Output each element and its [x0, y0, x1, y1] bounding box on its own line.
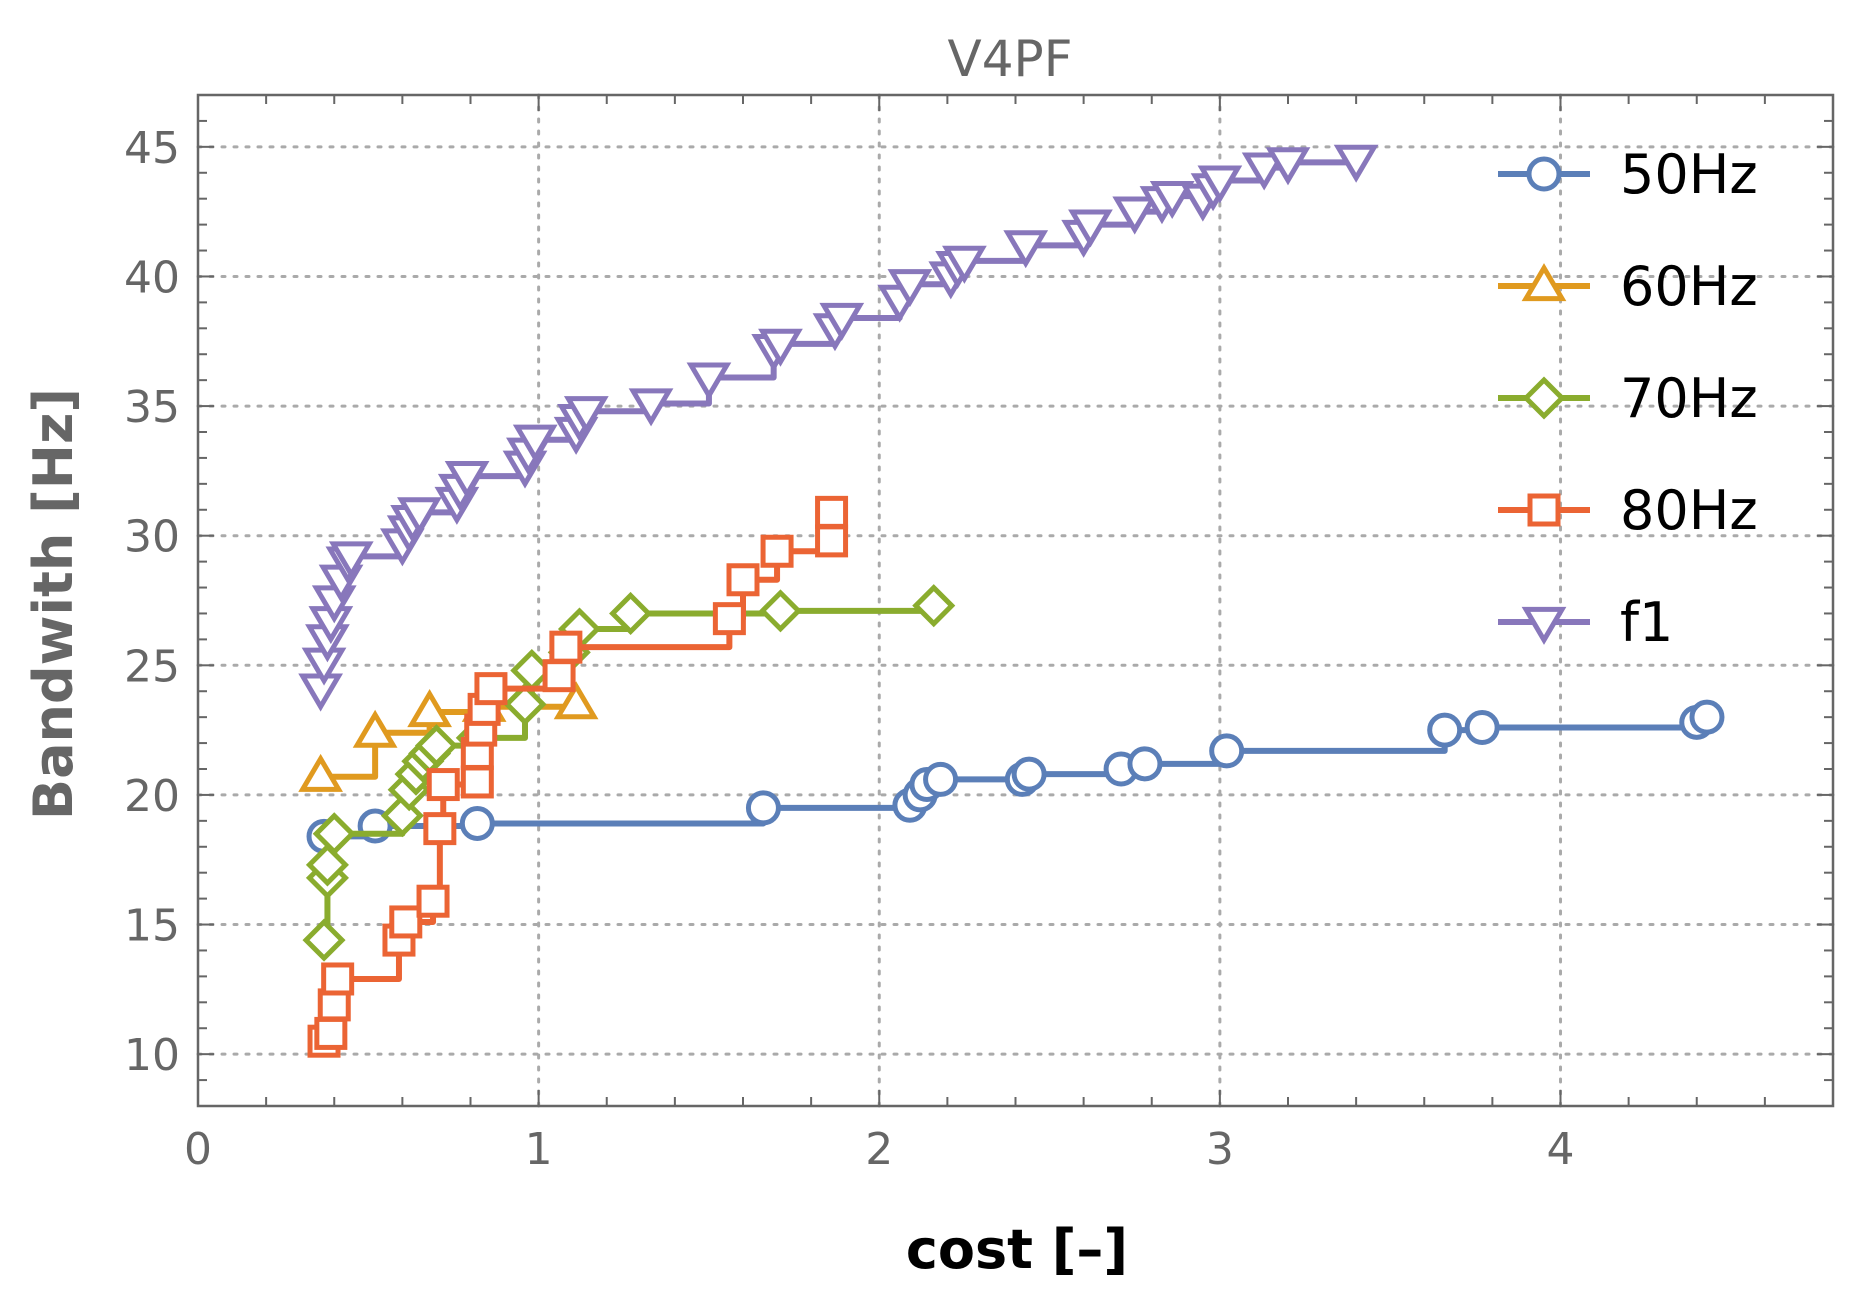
legend-item-50hz: 50Hz	[1498, 143, 1758, 206]
y-tick-label: 45	[124, 123, 180, 174]
data-point-f1	[758, 328, 803, 367]
x-tick-label: 0	[184, 1124, 212, 1175]
data-point-f1	[512, 424, 558, 463]
series-layer	[298, 144, 1725, 1058]
data-point-80hz	[416, 884, 450, 918]
x-tick-label: 1	[525, 1124, 553, 1175]
data-point-80hz	[549, 630, 583, 664]
data-point-f1	[1197, 165, 1243, 204]
x-tick-label: 2	[865, 1124, 893, 1175]
data-point-70hz	[609, 591, 653, 635]
data-point-70hz	[414, 724, 458, 768]
data-point-70hz	[302, 918, 346, 962]
data-point-50hz	[1464, 710, 1500, 746]
data-point-80hz	[321, 962, 355, 996]
y-tick-label: 10	[124, 1030, 180, 1081]
data-point-f1	[328, 541, 374, 580]
y-axis-label: Bandwith [Hz]	[22, 388, 85, 820]
series-50hz	[306, 699, 1725, 854]
data-point-80hz	[314, 1016, 348, 1050]
y-tick-label: 15	[124, 901, 180, 952]
data-point-50hz	[1127, 746, 1163, 782]
data-point-70hz	[312, 812, 356, 856]
chart-title: V4PF	[948, 30, 1073, 88]
data-point-80hz	[542, 659, 576, 693]
data-point-50hz	[459, 805, 495, 841]
legend-label-80hz: 80Hz	[1620, 479, 1758, 542]
x-tick-label: 3	[1206, 1124, 1234, 1175]
data-point-60hz	[298, 753, 343, 792]
y-tick-label: 20	[124, 771, 180, 822]
legend-marker-f1	[1521, 606, 1567, 645]
y-tick-label: 40	[124, 252, 180, 303]
x-axis-label: cost [–]	[906, 1218, 1128, 1281]
data-point-50hz	[1689, 699, 1725, 735]
legend-item-80hz: 80Hz	[1498, 479, 1758, 542]
data-point-70hz	[305, 843, 349, 887]
y-tick-label: 30	[124, 512, 180, 563]
data-point-f1	[397, 497, 442, 536]
axes: 0 1 2 3 4 10 15 20 25 30 35 40 45	[124, 93, 1835, 1175]
series-70hz	[302, 584, 956, 962]
legend-marker-80hz	[1527, 493, 1561, 527]
series-60hz	[298, 681, 599, 792]
legend-marker-60hz	[1521, 263, 1567, 302]
legend-item-70hz: 70Hz	[1498, 367, 1758, 430]
legend-label-50hz: 50Hz	[1620, 143, 1758, 206]
data-point-60hz	[407, 689, 452, 728]
legend-label-70hz: 70Hz	[1620, 367, 1758, 430]
legend: 50Hz 60Hz 70Hz 80Hz f1	[1498, 143, 1758, 654]
series-f1	[298, 144, 1379, 712]
legend-marker-50hz	[1526, 156, 1562, 192]
data-point-80hz	[317, 988, 351, 1022]
legend-item-f1: f1	[1498, 591, 1673, 654]
data-point-80hz	[712, 602, 746, 636]
data-point-70hz	[912, 584, 956, 628]
data-point-80hz	[726, 563, 760, 597]
data-point-50hz	[1427, 712, 1463, 748]
data-point-f1	[563, 396, 609, 435]
data-point-f1	[686, 362, 732, 401]
data-point-f1	[1003, 230, 1049, 269]
data-point-f1	[887, 269, 933, 308]
y-tick-label: 35	[124, 382, 180, 433]
data-point-f1	[444, 460, 490, 500]
data-point-50hz	[1209, 733, 1245, 769]
data-point-f1	[819, 302, 865, 341]
data-point-70hz	[758, 589, 803, 633]
data-point-80hz	[760, 534, 794, 568]
data-point-50hz	[923, 761, 959, 797]
data-point-f1	[628, 388, 674, 427]
legend-label-f1: f1	[1620, 591, 1673, 654]
data-point-f1	[1068, 209, 1113, 248]
data-point-60hz	[553, 681, 599, 720]
data-point-f1	[1265, 147, 1311, 186]
data-point-80hz	[460, 765, 494, 799]
x-tick-label: 4	[1547, 1124, 1575, 1175]
data-point-80hz	[474, 672, 508, 706]
data-point-80hz	[423, 812, 457, 846]
data-point-80hz	[389, 905, 423, 939]
legend-label-60hz: 60Hz	[1620, 255, 1758, 318]
legend-item-60hz: 60Hz	[1498, 255, 1758, 318]
data-point-f1	[1112, 196, 1158, 235]
series-80hz	[307, 495, 849, 1058]
data-point-70hz	[503, 682, 547, 726]
data-point-80hz	[815, 495, 849, 529]
data-point-f1	[1333, 144, 1379, 183]
data-point-f1	[1149, 181, 1195, 220]
data-point-50hz	[1011, 756, 1047, 792]
data-point-f1	[1241, 152, 1287, 191]
data-point-f1	[942, 245, 987, 284]
data-point-80hz	[426, 768, 460, 802]
data-point-60hz	[352, 709, 398, 748]
legend-marker-70hz	[1522, 376, 1566, 420]
data-point-80hz	[815, 524, 849, 558]
data-point-50hz	[745, 790, 781, 826]
y-tick-label: 25	[124, 641, 180, 692]
